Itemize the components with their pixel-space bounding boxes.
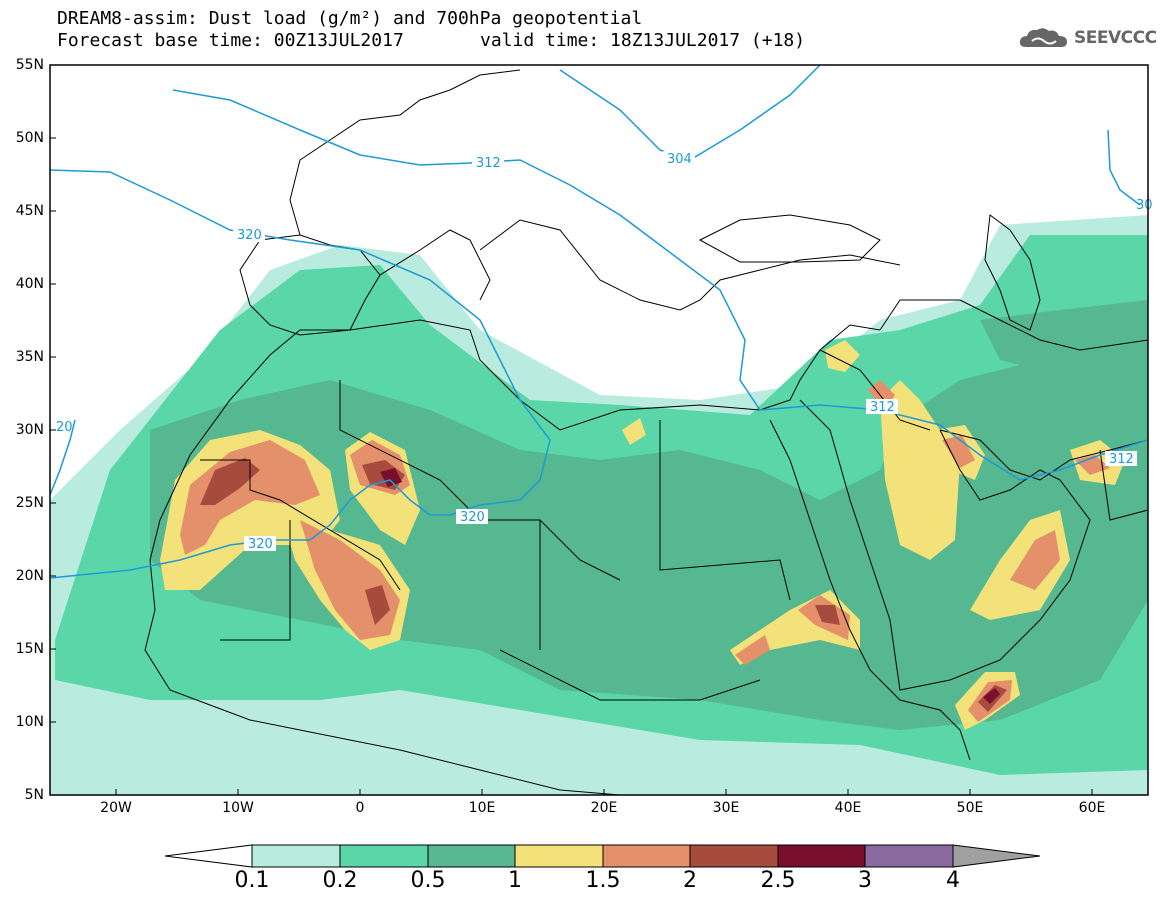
lon-label: 20W (100, 800, 132, 816)
colorbar-label: 0.5 (410, 868, 446, 893)
coast-europe (289, 69, 901, 311)
lat-label: 20N (15, 568, 44, 584)
dust-field-1.5-iran (1075, 455, 1110, 475)
contour-label: 312 (476, 156, 501, 171)
cloud-logo-icon (1019, 28, 1067, 47)
colorbar-segment (427, 844, 516, 868)
dust-field-1-iraq (880, 380, 960, 560)
contour-label: 304 (667, 152, 692, 167)
lon-label: 60E (1078, 800, 1106, 816)
lat-label: 30N (15, 422, 44, 438)
dust-field-1.5-nw (180, 440, 320, 555)
lon-label: 10E (468, 800, 496, 816)
contour-label: 320 (460, 510, 485, 525)
colorbar-label: 2.5 (760, 868, 796, 893)
contour-320-west (50, 419, 76, 496)
seevccc-logo: SEEVCCC (1018, 24, 1157, 52)
lon-label: 0 (355, 800, 365, 816)
dust-field-2-nw (200, 458, 260, 505)
dust-field-1-syria (825, 340, 860, 372)
dust-field-0.5-arabia (980, 300, 1148, 380)
coastlines (144, 69, 1148, 795)
contour-label: 312 (1109, 452, 1134, 467)
colorbar-segment (339, 844, 429, 868)
colorbar-label: 3 (858, 868, 872, 893)
lat-label: 55N (15, 57, 44, 73)
colorbar-label: 1.5 (585, 868, 621, 893)
dust-field-1.5-oman (1010, 530, 1060, 590)
lon-label: 40E (834, 800, 862, 816)
lat-label: 10N (15, 714, 44, 730)
colorbar-segment (689, 844, 779, 868)
contour-label: 30 (1136, 198, 1153, 213)
coast-caspian (984, 214, 1041, 331)
colorbar-segment (602, 844, 691, 868)
colorbar-segment (251, 844, 341, 868)
dust-field-2-sudan (815, 605, 840, 625)
dust-field-2-algeria (365, 585, 390, 625)
dust-field-1.5-gulf (942, 435, 975, 468)
contour-label: 312 (870, 400, 895, 415)
coast-red-sea (769, 419, 971, 761)
valid-time: valid time: 18Z13JUL2017 (+18) (480, 30, 806, 51)
coast-africa-west (144, 559, 621, 795)
lat-label: 5N (24, 787, 44, 803)
contour-east (1107, 129, 1141, 206)
coast-arabia (799, 399, 1091, 691)
coast-persian-gulf (939, 429, 1148, 481)
lat-label: 45N (15, 203, 44, 219)
colorbar-label: 1 (508, 868, 522, 893)
contour-312-north (172, 89, 1148, 481)
border-middle-east (819, 299, 1148, 521)
lat-label: 40N (15, 276, 44, 292)
map-title: DREAM8-assim: Dust load (g/m²) and 700hP… (57, 8, 643, 29)
colorbar-segment (777, 844, 866, 868)
dust-field-2.5-yemen (983, 688, 1000, 704)
forecast-base-time: Forecast base time: 00Z13JUL2017 (57, 30, 404, 51)
contour-label: 20 (56, 420, 73, 435)
colorbar-label: 2 (683, 868, 697, 893)
contour-labels: 312 304 320 312 320 320 312 20 30 (56, 151, 1153, 552)
coast-iberia (239, 234, 381, 336)
colorbar-low-arrow (164, 844, 253, 868)
colorbar-segment (864, 844, 954, 868)
contour-304 (559, 65, 821, 161)
colorbar-label: 4 (946, 868, 960, 893)
dust-field-1-libya (622, 418, 646, 445)
colorbar-label: 0.2 (322, 868, 358, 893)
lat-label: 35N (15, 349, 44, 365)
lon-label: 10W (222, 800, 254, 816)
colorbar-high-arrow (952, 844, 1041, 868)
logo-text: SEEVCCC (1074, 28, 1157, 48)
axis-ticks (50, 64, 1093, 795)
lon-label: 50E (956, 800, 984, 816)
contour-label: 320 (237, 228, 262, 243)
coast-africa-north (149, 319, 881, 561)
coast-black-sea (698, 214, 881, 263)
lat-label: 25N (15, 495, 44, 511)
lat-label: 15N (15, 641, 44, 657)
colorbar-segment (514, 844, 604, 868)
colorbar (164, 844, 1041, 868)
contour-label: 320 (248, 537, 273, 552)
dust-fields (50, 215, 1148, 795)
lon-label: 20E (590, 800, 618, 816)
lon-label: 30E (712, 800, 740, 816)
dust-field-2.5-center (380, 468, 402, 487)
lat-label: 50N (15, 130, 44, 146)
colorbar-label: 0.1 (234, 868, 270, 893)
